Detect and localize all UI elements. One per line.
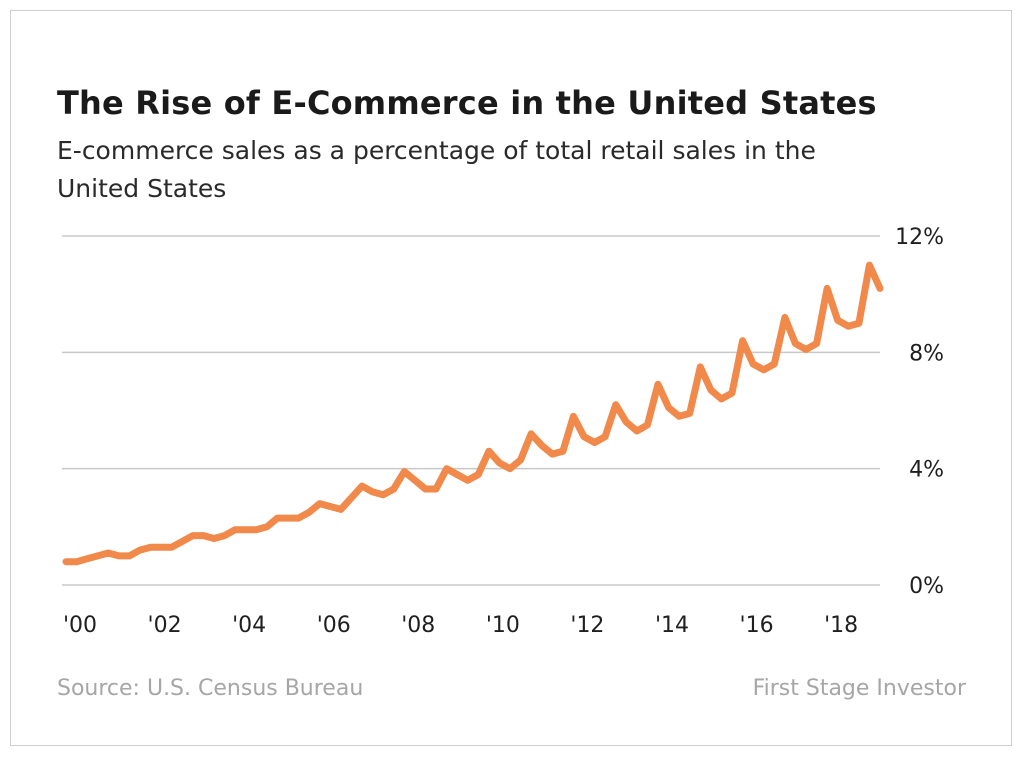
credit-note: First Stage Investor — [752, 676, 966, 701]
chart-subtitle: E-commerce sales as a percentage of tota… — [57, 136, 816, 203]
x-tick-label: '12 — [570, 613, 604, 638]
x-tick-label: '08 — [401, 613, 435, 638]
series-line-0 — [62, 261, 884, 566]
x-tick-label: '06 — [317, 613, 351, 638]
y-tick-label: 8% — [909, 341, 944, 366]
x-tick-label: '04 — [232, 613, 266, 638]
x-tick-label: '18 — [824, 613, 858, 638]
x-tick-label: '00 — [63, 613, 97, 638]
x-tick-label: '16 — [740, 613, 774, 638]
y-tick-label: 12% — [895, 225, 944, 250]
x-tick-label: '10 — [486, 613, 520, 638]
source-note: Source: U.S. Census Bureau — [57, 676, 364, 701]
y-tick-label: 4% — [909, 458, 944, 483]
x-tick-label: '14 — [655, 613, 689, 638]
x-tick-label: '02 — [148, 613, 182, 638]
y-tick-label: 0% — [909, 574, 944, 599]
chart-card — [10, 10, 1012, 746]
chart-title: The Rise of E-Commerce in the United Sta… — [57, 84, 877, 122]
